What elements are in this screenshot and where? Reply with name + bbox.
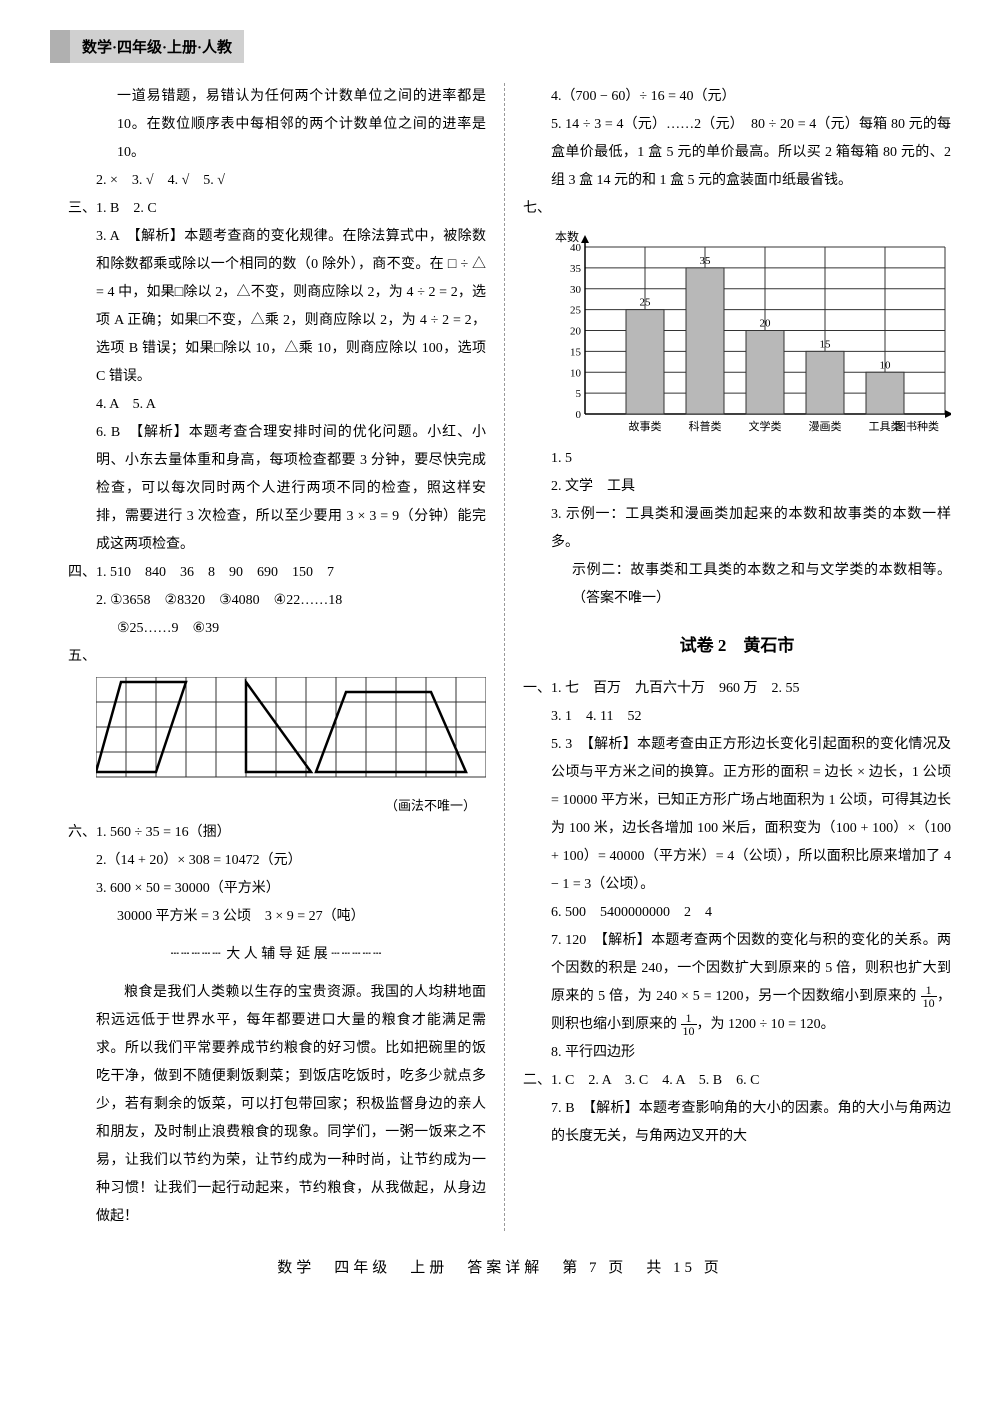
- answer-line: 示例二：故事类和工具类的本数之和与文学类的本数相等。（答案不唯一）: [523, 557, 951, 613]
- page-footer: 数学 四年级 上册 答案详解 第 7 页 共 15 页: [50, 1256, 950, 1277]
- section-6-line3b: 30000 平方米 = 3 公顷 3 × 9 = 27（吨）: [68, 903, 486, 931]
- svg-text:10: 10: [570, 367, 582, 379]
- q3-analysis: 3. A 【解析】本题考查商的变化规律。在除法算式中，被除数和除数都乘或除以一个…: [68, 223, 486, 391]
- bar-chart: 本数051015202530354025故事类35科普类20文学类15漫画类10…: [523, 229, 951, 439]
- drawing-note: （画法不唯一）: [68, 793, 486, 819]
- svg-text:故事类: 故事类: [629, 419, 662, 433]
- q5-analysis: 5. 3 【解析】本题考查由正方形边长变化引起面积的变化情况及公顷与平方米之间的…: [523, 731, 951, 899]
- svg-text:40: 40: [570, 242, 582, 254]
- fraction-icon: 110: [921, 984, 937, 1009]
- q7-analysis: 7. 120 【解析】本题考查两个因数的变化与积的变化的关系。两个因数的积是 2…: [523, 927, 951, 1039]
- text-span: ，为 1200 ÷ 10 = 120。: [697, 1017, 835, 1032]
- page-header: 数学·四年级·上册·人教: [50, 30, 244, 63]
- answer-line: 1. 5: [523, 445, 951, 473]
- svg-text:35: 35: [570, 263, 582, 275]
- extension-title-text: 大 人 辅 导 延 展: [226, 947, 328, 962]
- answer-line: 2. × 3. √ 4. √ 5. √: [68, 167, 486, 195]
- answer-line: 3. 示例一：工具类和漫画类加起来的本数和故事类的本数一样多。: [523, 501, 951, 557]
- section-6-line2: 2.（14 + 20）× 308 = 10472（元）: [68, 847, 486, 875]
- section-4-line2b: ⑤25……9 ⑥39: [68, 615, 486, 643]
- extension-text: 粮食是我们人类赖以生存的宝贵资源。我国的人均耕地面积远远低于世界水平，每年都要进…: [68, 979, 486, 1231]
- text-span: 7. 120 【解析】本题考查两个因数的变化与积的变化的关系。两个因数的积是 2…: [551, 933, 951, 1004]
- answer-line: 2. 文学 工具: [523, 473, 951, 501]
- svg-text:文学类: 文学类: [749, 419, 782, 433]
- answer-line: 5. 14 ÷ 3 = 4（元）……2（元） 80 ÷ 20 = 4（元）每箱 …: [523, 111, 951, 195]
- section-4-line2: 2. ①3658 ②8320 ③4080 ④22……18: [68, 587, 486, 615]
- answer-line: 8. 平行四边形: [523, 1039, 951, 1067]
- answer-line: 3. 1 4. 11 52: [523, 703, 951, 731]
- intro-text: 一道易错题，易错认为任何两个计数单位之间的进率都是 10。在数位顺序表中每相邻的…: [68, 83, 486, 167]
- svg-text:科普类: 科普类: [689, 419, 722, 433]
- content-columns: 一道易错题，易错认为任何两个计数单位之间的进率都是 10。在数位顺序表中每相邻的…: [50, 83, 950, 1231]
- svg-text:25: 25: [570, 305, 582, 317]
- svg-text:15: 15: [570, 346, 582, 358]
- svg-text:20: 20: [760, 318, 772, 330]
- answer-line: 6. 500 5400000000 2 4: [523, 899, 951, 927]
- svg-text:图书种类: 图书种类: [895, 419, 939, 433]
- answer-line: 二、1. C 2. A 3. C 4. A 5. B 6. C: [523, 1067, 951, 1095]
- q7b-analysis: 7. B 【解析】本题考查影响角的大小的因素。角的大小与角两边的长度无关，与角两…: [523, 1095, 951, 1151]
- answer-line: 4. A 5. A: [68, 391, 486, 419]
- extension-title: ┄┄┄┄┄ 大 人 辅 导 延 展 ┄┄┄┄┄: [68, 941, 486, 969]
- svg-text:30: 30: [570, 284, 582, 296]
- answer-line: 4.（700 − 60）÷ 16 = 40（元）: [523, 83, 951, 111]
- left-column: 一道易错题，易错认为任何两个计数单位之间的进率都是 10。在数位顺序表中每相邻的…: [50, 83, 505, 1231]
- section-4-line1: 四、1. 510 840 36 8 90 690 150 7: [68, 559, 486, 587]
- section-7-label: 七、: [523, 195, 951, 223]
- right-column: 4.（700 − 60）÷ 16 = 40（元） 5. 14 ÷ 3 = 4（元…: [505, 83, 969, 1231]
- fraction-icon: 110: [681, 1012, 697, 1037]
- svg-text:25: 25: [640, 297, 652, 309]
- svg-text:5: 5: [576, 388, 582, 400]
- answer-line: 一、1. 七 百万 九百六十万 960 万 2. 55: [523, 675, 951, 703]
- svg-text:10: 10: [880, 359, 892, 371]
- paper-2-title: 试卷 2 黄石市: [523, 629, 951, 663]
- section-6-line3: 3. 600 × 50 = 30000（平方米）: [68, 875, 486, 903]
- svg-text:漫画类: 漫画类: [809, 419, 842, 433]
- section-6-line1: 六、1. 560 ÷ 35 = 16（捆）: [68, 819, 486, 847]
- svg-text:35: 35: [700, 255, 712, 267]
- section-5-label: 五、: [68, 643, 486, 671]
- section-3-label: 三、1. B 2. C: [68, 195, 486, 223]
- svg-text:15: 15: [820, 338, 832, 350]
- svg-text:0: 0: [576, 409, 582, 421]
- svg-text:20: 20: [570, 326, 582, 338]
- q6-analysis: 6. B 【解析】本题考查合理安排时间的优化问题。小红、小明、小东去量体重和身高…: [68, 419, 486, 559]
- geometry-drawing: [68, 677, 486, 787]
